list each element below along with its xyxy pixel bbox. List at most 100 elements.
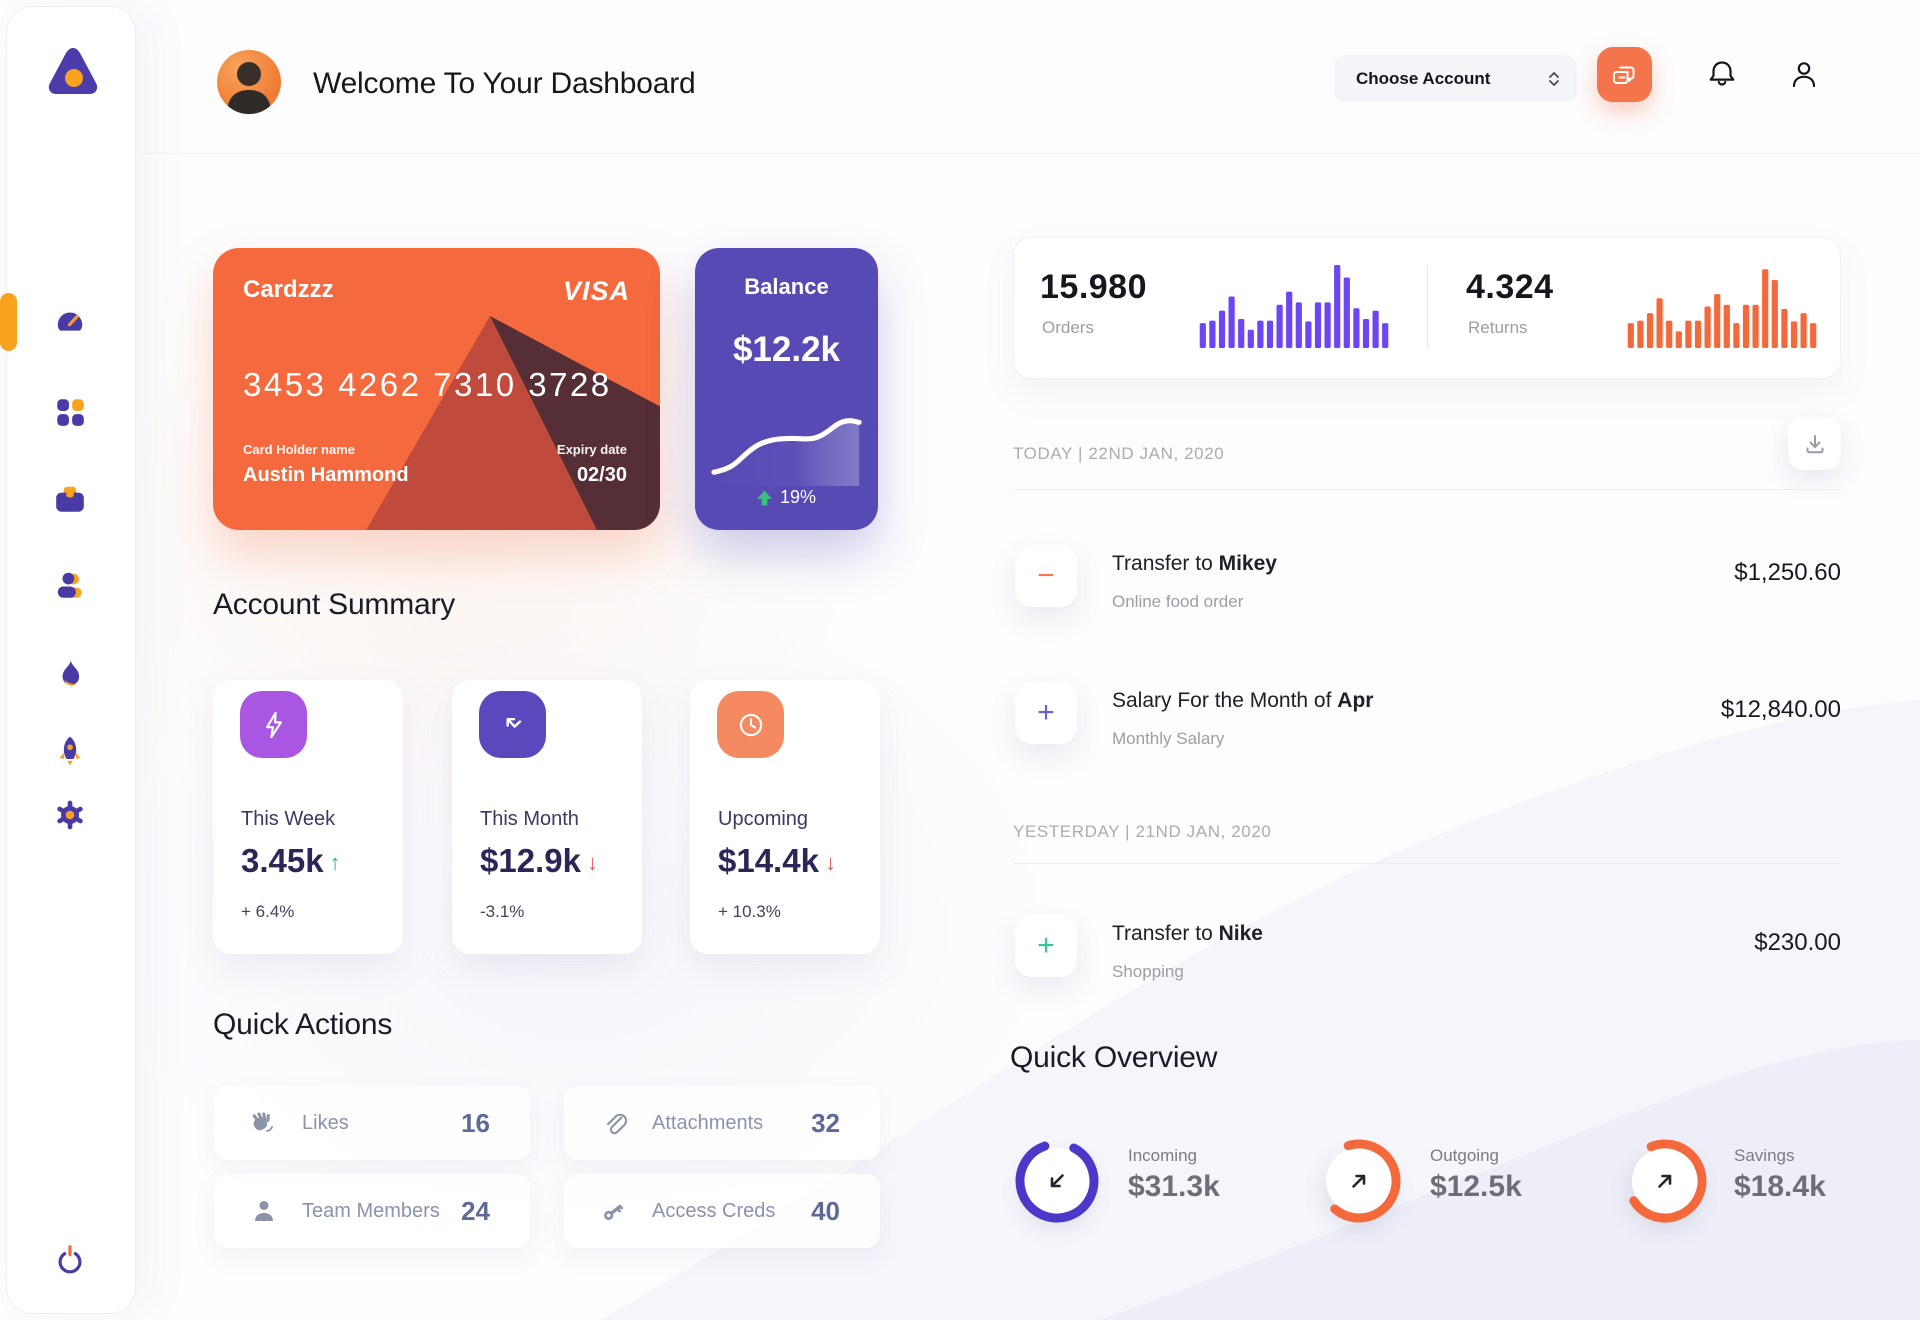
- balance-change: 19%: [695, 487, 878, 508]
- quick-action-count: 24: [461, 1195, 490, 1226]
- overview-label: Savings: [1734, 1146, 1795, 1165]
- messages-button[interactable]: [1597, 47, 1652, 102]
- account-dropdown[interactable]: Choose Account: [1334, 55, 1577, 102]
- tx-title[interactable]: Transfer to Nike: [1112, 922, 1263, 945]
- orders-value: 15.980: [1040, 268, 1147, 306]
- summary-label: This Week: [241, 808, 336, 830]
- card-holder-label: Card Holder name: [243, 442, 355, 457]
- lightning-icon: [240, 691, 307, 758]
- page-title: Welcome To Your Dashboard: [313, 67, 696, 100]
- summary-label: Upcoming: [718, 808, 809, 830]
- person-icon: [250, 1197, 278, 1225]
- quick-action-access-creds[interactable]: Access Creds 40: [564, 1174, 880, 1248]
- card-holder-name: Austin Hammond: [243, 464, 409, 486]
- tx-amount: $230.00: [1754, 929, 1841, 956]
- returns-value: 4.324: [1466, 268, 1554, 306]
- orders-label: Orders: [1042, 318, 1094, 337]
- sidebar-item-trending[interactable]: [53, 657, 87, 691]
- overview-value: $18.4k: [1734, 1170, 1826, 1203]
- summary-card-this-month[interactable]: This Month $12.9k ↓ -3.1%: [452, 680, 642, 954]
- gauge-dashboard-icon: [53, 304, 87, 338]
- notifications-button[interactable]: [1704, 57, 1740, 93]
- minus-icon: −: [1037, 559, 1055, 592]
- chat-bubbles-icon: [1610, 60, 1640, 90]
- summary-card-upcoming[interactable]: Upcoming $14.4k ↓ + 10.3%: [690, 680, 880, 954]
- quick-action-label: Likes: [302, 1111, 349, 1134]
- chevron-up-down-icon: [1547, 69, 1561, 89]
- logout-button[interactable]: [53, 1243, 87, 1277]
- quick-action-count: 16: [461, 1107, 490, 1138]
- quick-action-count: 32: [811, 1107, 840, 1138]
- arrow-up-icon: [756, 490, 772, 506]
- plus-icon: +: [1037, 696, 1055, 729]
- key-icon: [600, 1197, 628, 1225]
- tx-subtitle: Online food order: [1112, 592, 1244, 611]
- tx-subtitle: Monthly Salary: [1112, 729, 1225, 748]
- arrow-up-right-icon: [1352, 1174, 1366, 1188]
- tx-sign-badge: +: [1015, 682, 1077, 744]
- sidebar-item-dashboard[interactable]: [53, 304, 87, 338]
- sidebar-item-contacts[interactable]: [53, 569, 87, 603]
- clapping-hands-icon: [250, 1109, 278, 1137]
- quick-action-team-members[interactable]: Team Members 24: [214, 1174, 530, 1248]
- active-nav-indicator: [0, 293, 17, 351]
- tx-title[interactable]: Salary For the Month of Apr: [1112, 689, 1374, 712]
- balance-card[interactable]: Balance $12.2k 19%: [695, 248, 878, 530]
- plus-icon: +: [1037, 929, 1055, 962]
- sidebar-item-portfolio[interactable]: [53, 483, 87, 517]
- overview-label: Outgoing: [1430, 1146, 1499, 1165]
- quick-action-likes[interactable]: Likes 16: [214, 1086, 530, 1160]
- quick-action-attachments[interactable]: Attachments 32: [564, 1086, 880, 1160]
- summary-value: $14.4k ↓: [718, 842, 836, 879]
- summary-delta: -3.1%: [480, 902, 525, 921]
- profile-button[interactable]: [1786, 57, 1822, 93]
- orders-bars-chart: [1199, 265, 1389, 348]
- quick-action-label: Access Creds: [652, 1199, 776, 1222]
- outgoing-donut: [1314, 1136, 1404, 1226]
- settings-gear-icon: [53, 798, 87, 832]
- card-name: Cardzzz: [243, 276, 334, 303]
- savings-donut: [1620, 1136, 1710, 1226]
- balance-sparkline: [711, 418, 862, 486]
- balance-value: $12.2k: [732, 330, 841, 369]
- summary-card-this-week[interactable]: This Week 3.45k ↑ + 6.4%: [213, 680, 403, 954]
- expiry-date: 02/30: [576, 464, 627, 486]
- sidebar-item-apps[interactable]: [53, 395, 87, 429]
- trend-arrow: ↓: [586, 850, 598, 875]
- download-button[interactable]: [1788, 417, 1841, 470]
- quick-overview-heading: Quick Overview: [1010, 1041, 1218, 1074]
- tx-subtitle: Shopping: [1112, 962, 1184, 981]
- incoming-donut: [1012, 1136, 1102, 1226]
- trend-arrow: ↑: [329, 850, 341, 875]
- sidebar-item-launch[interactable]: [53, 734, 87, 768]
- avatar[interactable]: [217, 50, 281, 114]
- app-logo[interactable]: [45, 45, 101, 99]
- arrow-up-right-icon: [1658, 1174, 1672, 1188]
- arrow-up-left-icon: [479, 691, 546, 758]
- sidebar-item-settings[interactable]: [53, 798, 87, 832]
- briefcase-icon: [53, 483, 87, 517]
- card-decoration: [366, 316, 660, 530]
- expiry-label: Expiry date: [556, 442, 627, 457]
- tx-divider: [1013, 489, 1841, 490]
- visa-logo: VISA: [562, 276, 630, 306]
- tx-amount: $1,250.60: [1734, 559, 1841, 586]
- quick-actions-heading: Quick Actions: [213, 1008, 393, 1041]
- header-divider: [137, 153, 1920, 154]
- flame-icon: [53, 657, 87, 691]
- tx-group-date-yesterday: YESTERDAY | 21ND JAN, 2020: [1013, 822, 1272, 841]
- account-dropdown-label: Choose Account: [1356, 68, 1491, 88]
- credit-card[interactable]: Cardzzz VISA 3453 4262 7310 3728 Card Ho…: [213, 248, 660, 530]
- tx-title[interactable]: Transfer to Mikey: [1112, 552, 1277, 575]
- rocket-icon: [53, 734, 87, 768]
- paperclip-icon: [600, 1109, 628, 1137]
- arrow-down-left-icon: [1050, 1174, 1064, 1188]
- summary-label: This Month: [480, 808, 579, 830]
- quick-action-label: Team Members: [302, 1199, 440, 1222]
- power-icon: [53, 1243, 87, 1277]
- tx-amount: $12,840.00: [1720, 696, 1841, 723]
- bell-icon: [1704, 57, 1740, 93]
- stats-divider: [1427, 265, 1428, 349]
- summary-value: $12.9k ↓: [480, 842, 598, 879]
